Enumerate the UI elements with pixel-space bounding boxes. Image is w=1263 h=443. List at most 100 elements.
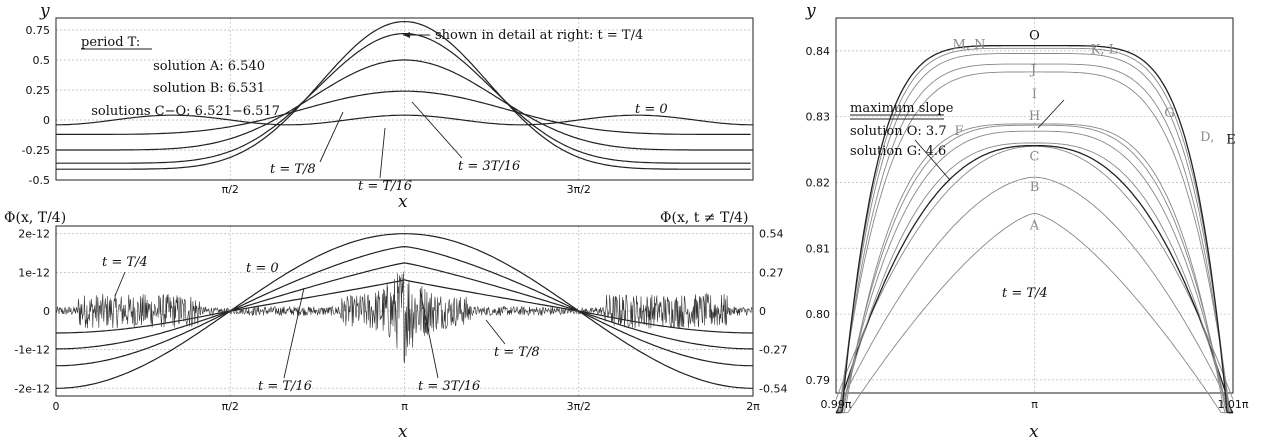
solution-label: E [1226, 133, 1236, 148]
top-y-tick-label: 0.75 [26, 24, 51, 37]
top-arrow-tT16 [379, 127, 386, 179]
top-arrow-tT8 [319, 111, 344, 163]
bottom-series-line [56, 262, 753, 350]
right-y-tick-label: 0.79 [806, 374, 831, 387]
top-y-tick-label: 0.25 [26, 84, 51, 97]
right-x-tick-label: π [1031, 398, 1038, 411]
solution-label: H [1029, 109, 1040, 124]
right-series-line [836, 130, 1233, 414]
right-series-line [836, 212, 1233, 414]
detail-annotation: shown in detail at right: t = T/4 [435, 28, 643, 43]
bottom-y-tick-label-left: -1e-12 [14, 344, 50, 357]
top-label-t3T16: t = 3T/16 [458, 159, 520, 174]
bottom-x-tick-label: 3π/2 [567, 400, 591, 413]
bottom-series-line [56, 279, 753, 334]
right-series-line [836, 47, 1233, 414]
bottom-x-tick-label: π/2 [222, 400, 239, 413]
bottom-y-tick-label-right: 0 [759, 305, 766, 318]
right-x-tick-label: 0.99π [820, 398, 851, 411]
right-y-tick-label: 0.84 [806, 45, 831, 58]
top-y-tick-label: 0 [43, 114, 50, 127]
bottom-series-line [56, 245, 753, 367]
right-series-line [835, 144, 1234, 414]
right-series-line [836, 124, 1233, 414]
solution-label: C [1030, 149, 1040, 164]
solution-label: D, [1200, 130, 1214, 145]
bottom-label-tT8: t = T/8 [494, 345, 540, 360]
period-solutions-c-o: solutions C−O: 6.521−6.517 [91, 104, 280, 119]
top-series-line [56, 33, 751, 164]
bottom-label-t0: t = 0 [246, 261, 279, 276]
top-series-line [56, 20, 751, 170]
top-panel-frame [55, 17, 754, 181]
bottom-y-tick-label-right: -0.54 [759, 382, 787, 395]
top-arrow-t3T16 [411, 101, 463, 159]
bottom-y-tick-label-right: -0.27 [759, 344, 787, 357]
solution-label: J [1029, 63, 1036, 78]
top-y-axis-label: y [39, 1, 50, 21]
bottom-x-tick-label: π [401, 400, 408, 413]
period-solution-b: solution B: 6.531 [153, 81, 265, 96]
solution-label: O [1029, 29, 1040, 44]
slope-arrow-o [914, 139, 951, 181]
bottom-arrow-t3T16 [419, 289, 439, 379]
right-series-line [836, 123, 1233, 414]
right-x-tick-label: 1.01π [1217, 398, 1248, 411]
top-series-line [56, 59, 753, 151]
top-panel: 0.75 0.5 0.25 0 -0.25 -0.5 π/2 3π/2 y x period … [22, 1, 754, 212]
solution-label: A [1029, 218, 1040, 233]
bottom-arrow-tT4 [114, 271, 126, 297]
solution-label: K, L [1091, 43, 1118, 58]
bottom-y-tick-label-right: 0.27 [759, 266, 784, 279]
bottom-y-tick-label-left: 0 [43, 305, 50, 318]
right-x-axis-label: x [1029, 422, 1039, 442]
top-series-line [56, 114, 753, 126]
slope-arrow-g [1037, 99, 1065, 129]
right-y-tick-label: 0.80 [806, 308, 831, 321]
top-label-tT16: t = T/16 [358, 179, 412, 194]
right-y-tick-label: 0.82 [806, 176, 831, 189]
top-y-tick-label: -0.25 [22, 144, 50, 157]
top-x-axis-label: x [398, 192, 408, 212]
right-series-line [836, 44, 1233, 414]
top-x-tick-label: 3π/2 [567, 183, 591, 196]
bottom-y-tick-label-left: 2e-12 [18, 228, 50, 241]
top-y-tick-label: -0.5 [29, 174, 50, 187]
top-y-tick-label: 0.5 [33, 54, 51, 67]
bottom-label-t3T16: t = 3T/16 [418, 379, 480, 394]
bottom-x-axis-label: x [398, 422, 408, 442]
right-series-line [836, 71, 1233, 414]
slope-solution-o: solution O: 3.7 [850, 124, 947, 139]
bottom-panel: 2e-12 1e-12 0 -1e-12 -2e-12 0.54 0.27 0 -0.27 -0.… [4, 210, 787, 442]
top-x-tick-label: π/2 [222, 183, 239, 196]
solution-label: G [1164, 106, 1174, 121]
bottom-y-tick-label-left: -2e-12 [14, 382, 50, 395]
right-panel-frame [835, 17, 1234, 394]
top-label-tT8: t = T/8 [270, 162, 316, 177]
solution-label: F [955, 124, 964, 139]
right-series-line [836, 53, 1233, 414]
bottom-label-tT4: t = T/4 [102, 255, 148, 270]
bottom-series-line [56, 233, 753, 389]
bottom-label-tT16: t = T/16 [258, 379, 312, 394]
slope-box-title: maximum slope [850, 101, 954, 116]
bottom-right-y-label: Φ(x, t ≠ T/4) [660, 210, 748, 226]
solution-label: M, N [953, 37, 986, 52]
detail-arrowhead [403, 32, 410, 38]
bottom-y-tick-label-right: 0.54 [759, 228, 784, 241]
solution-label: I [1032, 87, 1037, 102]
period-solution-a: solution A: 6.540 [153, 59, 265, 74]
bottom-y-tick-label-left: 1e-12 [18, 266, 50, 279]
bottom-left-y-label: Φ(x, T/4) [4, 210, 66, 226]
right-series-line [835, 145, 1234, 400]
top-label-t0: t = 0 [635, 102, 668, 117]
period-box-title: period T: [81, 35, 140, 50]
bottom-arrow-tT16 [283, 287, 305, 379]
slope-solution-g: solution G: 4.6 [850, 144, 946, 159]
right-caption: t = T/4 [1002, 286, 1048, 301]
bottom-series-noise [55, 271, 754, 363]
right-y-axis-label: y [805, 1, 816, 21]
solution-label: B [1030, 180, 1040, 195]
bottom-x-tick-label: 2π [746, 400, 760, 413]
